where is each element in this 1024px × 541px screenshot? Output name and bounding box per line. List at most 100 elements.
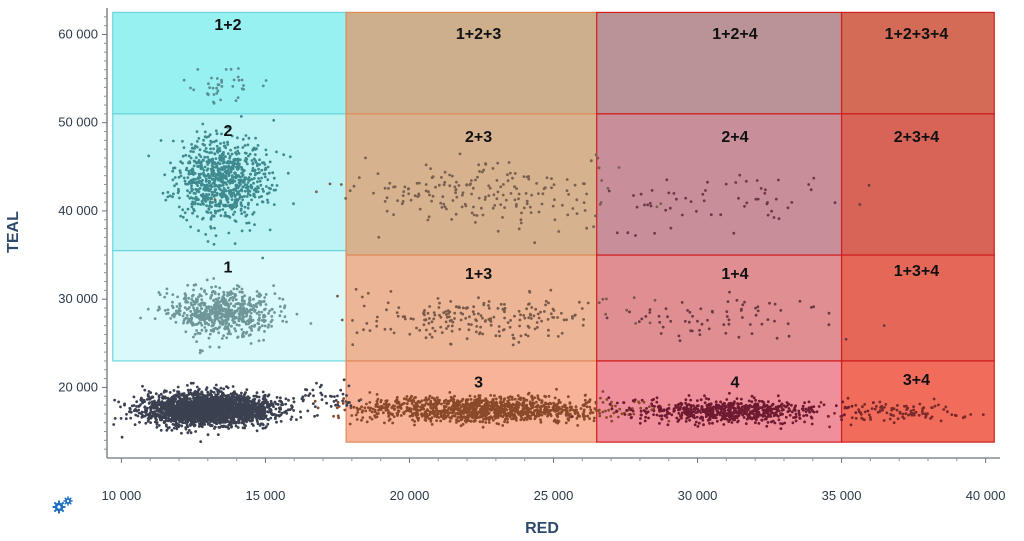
data-point <box>208 143 212 147</box>
data-point <box>211 168 215 172</box>
data-point <box>199 420 203 424</box>
data-point <box>491 418 495 422</box>
data-point <box>199 193 203 197</box>
data-point <box>210 293 214 297</box>
data-point <box>251 148 255 152</box>
data-point <box>244 398 248 402</box>
data-point <box>165 287 169 291</box>
data-point <box>360 410 364 414</box>
data-point <box>262 401 266 405</box>
data-point <box>248 190 252 193</box>
data-point <box>263 330 266 333</box>
data-point <box>536 394 540 398</box>
data-point <box>209 187 213 191</box>
data-point <box>399 403 403 407</box>
data-point <box>284 402 288 406</box>
data-point <box>257 395 261 399</box>
data-point <box>149 408 153 412</box>
data-point <box>218 187 221 191</box>
data-point <box>159 392 163 396</box>
data-point <box>234 424 238 428</box>
data-point <box>203 290 206 293</box>
data-point <box>279 396 282 400</box>
data-point <box>292 409 296 412</box>
data-point <box>215 91 219 95</box>
data-point <box>193 147 197 150</box>
data-point <box>442 414 445 418</box>
data-point <box>205 150 209 154</box>
data-point <box>255 171 259 175</box>
data-point <box>219 98 223 102</box>
data-point <box>184 407 188 410</box>
data-point <box>223 407 227 411</box>
data-point <box>241 416 245 420</box>
data-point <box>232 203 236 206</box>
data-point <box>272 188 276 192</box>
data-point <box>177 312 181 316</box>
data-point <box>187 429 191 432</box>
data-point <box>120 435 124 439</box>
data-point <box>473 395 477 398</box>
data-point <box>244 391 247 394</box>
data-point <box>187 296 191 300</box>
data-point <box>240 295 244 299</box>
data-point <box>212 277 216 280</box>
data-point <box>189 150 193 153</box>
data-point <box>210 285 214 289</box>
data-point <box>552 409 556 413</box>
data-point <box>235 309 239 312</box>
data-point <box>209 201 212 205</box>
data-point <box>557 420 561 423</box>
data-point <box>234 316 237 319</box>
data-point <box>468 394 472 398</box>
data-point <box>219 386 223 390</box>
data-point <box>239 209 243 212</box>
data-point <box>277 410 281 414</box>
data-point <box>158 293 162 296</box>
data-point <box>176 390 179 394</box>
data-point <box>201 122 205 126</box>
data-point <box>198 318 202 321</box>
data-point <box>430 423 434 426</box>
data-point <box>204 233 208 236</box>
data-point <box>210 205 213 209</box>
data-point <box>172 426 176 430</box>
data-point <box>157 424 161 427</box>
data-point <box>233 146 237 150</box>
data-point <box>220 166 223 170</box>
data-point <box>173 412 176 416</box>
data-point <box>261 397 265 401</box>
data-point <box>139 396 143 400</box>
data-point <box>163 309 167 312</box>
data-point <box>481 420 484 424</box>
data-point <box>601 390 605 393</box>
data-point <box>209 211 213 215</box>
data-point <box>233 158 237 162</box>
data-point <box>283 315 287 319</box>
data-point <box>219 416 223 420</box>
data-point <box>275 396 279 399</box>
data-point <box>172 389 176 392</box>
data-point <box>258 158 261 162</box>
data-point <box>411 400 414 403</box>
data-point <box>178 303 182 307</box>
data-point <box>215 86 219 90</box>
data-point <box>235 323 239 327</box>
data-point <box>166 396 170 400</box>
data-point <box>224 189 228 192</box>
data-point <box>214 383 218 387</box>
data-point <box>146 307 150 311</box>
data-point <box>228 156 232 160</box>
data-point <box>205 402 209 406</box>
data-point <box>228 180 232 184</box>
data-point <box>191 200 195 204</box>
data-point <box>295 312 299 316</box>
data-point <box>212 299 215 302</box>
data-point <box>219 194 223 197</box>
data-point <box>249 311 253 315</box>
data-point <box>525 418 529 421</box>
cluster-neg <box>112 381 333 443</box>
data-point <box>199 287 203 291</box>
data-point <box>157 305 161 309</box>
data-point <box>360 405 363 409</box>
